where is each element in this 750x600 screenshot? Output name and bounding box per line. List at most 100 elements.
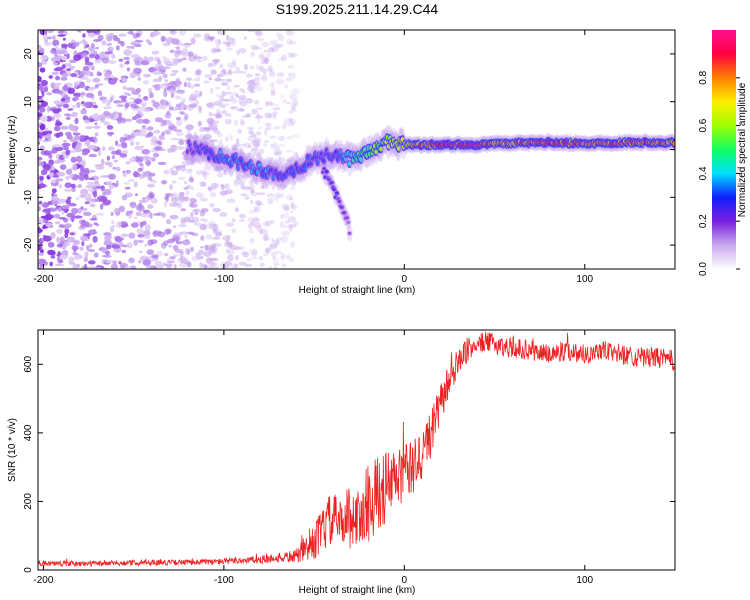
spectrogram-cell	[273, 149, 283, 156]
spectrogram-cell	[127, 179, 136, 183]
spectrogram-cell	[106, 155, 111, 161]
spectrogram-cell	[110, 47, 114, 51]
spectrogram-x-tick-label: 100	[576, 274, 593, 285]
spectrogram-cell	[278, 157, 286, 164]
spectrogram-cell	[151, 51, 158, 56]
spectrogram-cell	[221, 109, 228, 115]
spectrogram-cell	[88, 153, 98, 158]
spectrogram-cell	[214, 59, 218, 65]
spectrogram-cell	[127, 31, 134, 35]
spectrogram-cell	[96, 195, 106, 202]
spectrogram-cell	[55, 66, 64, 71]
spectrogram-cell	[53, 126, 61, 132]
colorbar-tick-label: 0.8	[698, 70, 709, 84]
spectrogram-cell	[83, 167, 90, 174]
spectrogram-x-tick-label: 0	[402, 274, 408, 285]
spectrogram-cell	[192, 78, 200, 82]
spectrogram-cell	[51, 71, 59, 76]
spectrogram-cell	[290, 241, 295, 248]
spectrogram-cell	[78, 174, 86, 182]
spectrogram-cell	[158, 140, 163, 146]
spectrogram-cell	[195, 192, 205, 199]
spectrogram-cell	[60, 165, 65, 170]
spectrogram-cell	[86, 193, 92, 198]
spectrogram-cell	[153, 130, 161, 134]
spectrogram-cell	[217, 30, 224, 36]
spectrogram-cell	[42, 209, 50, 213]
spectrogram-cell	[133, 131, 142, 137]
spectrogram-cell	[108, 77, 113, 81]
spectrogram-cell	[190, 37, 196, 45]
spectrogram-cell	[163, 252, 169, 257]
spectrogram-cell	[86, 245, 90, 251]
spectrogram-cell	[168, 88, 174, 94]
spectrogram-cell	[250, 79, 256, 84]
spectrogram-cell	[55, 178, 64, 182]
spectrogram-cell	[77, 41, 84, 44]
spectrogram-cell	[162, 36, 167, 41]
spectrogram-cell	[148, 192, 155, 199]
spectrogram-cell	[88, 260, 96, 265]
spectrogram-cell	[200, 155, 209, 162]
spectrogram-cell	[55, 132, 61, 138]
spectrogram-cell	[104, 161, 111, 166]
spectrogram-cell	[133, 216, 138, 219]
spectrogram-cell	[126, 87, 135, 91]
spectrogram-cell	[238, 219, 246, 222]
spectrogram-cell	[209, 191, 217, 198]
spectrogram-cell	[262, 159, 269, 162]
spectrogram-cell	[85, 78, 91, 83]
spectrogram-y-tick-label: -20	[23, 237, 34, 252]
spectrogram-cell	[250, 51, 255, 57]
spectrogram-cell	[258, 126, 262, 130]
spectrogram-cell	[216, 93, 221, 98]
spectrogram-cell	[111, 244, 121, 249]
spectrogram-cell	[84, 263, 88, 269]
spectrogram-cell	[269, 81, 275, 88]
spectrogram-cell	[280, 214, 284, 219]
spectrogram-cell	[252, 151, 259, 157]
spectrogram-cell	[82, 115, 89, 121]
spectrogram-cell	[254, 141, 260, 148]
spectrogram-cell	[96, 71, 101, 77]
spectrogram-cell	[183, 104, 188, 111]
spectrogram-cell	[56, 90, 63, 95]
spectrogram-cell	[53, 82, 62, 86]
spectrogram-cell	[93, 222, 98, 226]
spectrogram-cell	[163, 201, 168, 208]
spectrogram-cell	[289, 196, 294, 201]
spectrogram-cell	[103, 121, 110, 126]
spectrogram-cell	[236, 174, 244, 181]
spectrogram-cell	[215, 43, 220, 50]
spectrogram-cell	[50, 178, 56, 184]
spectrogram-cell	[234, 142, 242, 147]
spectrogram-cell	[286, 38, 293, 45]
spectrogram-cell	[65, 131, 72, 137]
spectrogram-cell	[291, 108, 297, 113]
spectrogram-cell	[111, 224, 116, 228]
spectrogram-cell	[276, 159, 281, 165]
spectrogram-cell	[252, 219, 258, 223]
spectrogram-cell	[192, 149, 196, 155]
spectrogram-cell	[347, 231, 352, 235]
spectrogram-cell	[62, 249, 69, 257]
spectrogram-cell	[116, 221, 122, 228]
spectrogram-cell	[100, 185, 106, 192]
spectrogram-cell	[256, 225, 263, 232]
spectrogram-cell	[137, 93, 142, 98]
spectrogram-cell	[72, 239, 81, 245]
spectrogram-cell	[265, 246, 273, 251]
spectrogram-cell	[39, 67, 46, 73]
spectrogram-cell	[79, 207, 88, 212]
spectrogram-cell	[227, 62, 237, 69]
spectrogram-cell	[61, 64, 66, 70]
spectrogram-cell	[154, 117, 164, 123]
spectrogram-cell	[38, 245, 41, 251]
spectrogram-cell	[104, 51, 114, 55]
spectrogram-cell	[195, 69, 202, 76]
spectrogram-cell	[164, 129, 171, 135]
spectrogram-cell	[51, 188, 57, 194]
spectrogram-cell	[124, 61, 130, 65]
spectrogram-cell	[281, 203, 290, 210]
spectrogram-cell	[195, 170, 202, 176]
